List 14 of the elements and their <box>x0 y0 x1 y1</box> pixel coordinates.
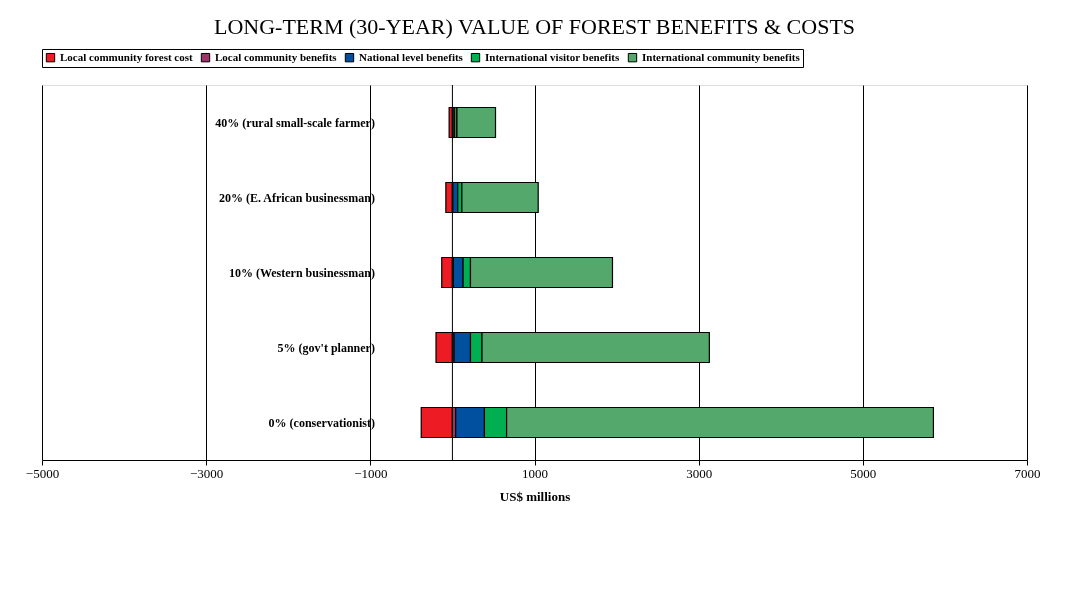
legend-label: Local community benefits <box>215 50 338 63</box>
x-tick-label: −1000 <box>354 465 388 481</box>
legend-label: International visitor benefits <box>485 50 620 63</box>
legend-label: International community benefits <box>642 50 801 63</box>
legend-label: Local community forest cost <box>60 50 194 63</box>
chart-title: LONG-TERM (30-YEAR) VALUE OF FOREST BENEFITS & COSTS <box>213 13 856 39</box>
x-tick-label: −5000 <box>25 465 60 481</box>
x-axis-title: US$ millions <box>499 488 571 504</box>
x-tick-label: 1000 <box>522 465 548 481</box>
legend-label: National level benefits <box>359 50 464 63</box>
x-tick-label: 5000 <box>850 465 877 481</box>
x-tick-label: 3000 <box>686 465 713 481</box>
x-tick-label: 7000 <box>1014 465 1041 481</box>
x-tick-label: −3000 <box>189 465 224 481</box>
